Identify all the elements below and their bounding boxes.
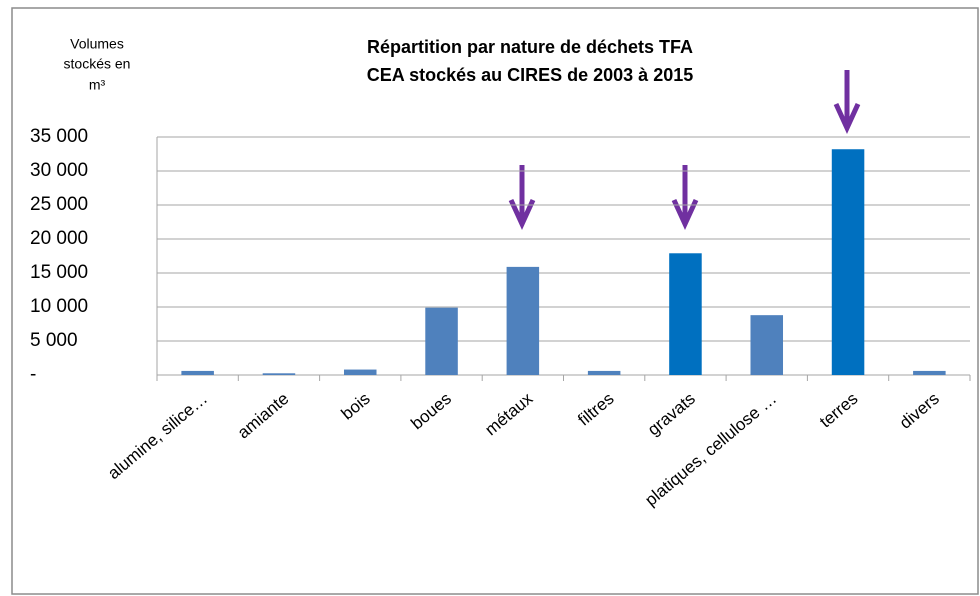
y-tick-label: 10 000	[30, 296, 88, 317]
bar	[750, 315, 784, 375]
bar	[506, 266, 540, 375]
bar	[181, 370, 214, 375]
y-tick-label: 15 000	[30, 262, 88, 283]
arrow	[508, 165, 536, 231]
bar	[343, 369, 377, 375]
y-tick-label: 30 000	[30, 160, 88, 181]
y-axis-label: m³	[89, 77, 106, 93]
chart-title: Répartition par nature de déchets TFA	[367, 37, 693, 57]
y-tick-label: 25 000	[30, 194, 88, 215]
arrow	[671, 165, 699, 231]
arrow	[833, 70, 861, 135]
bar	[587, 370, 621, 375]
arrows	[508, 70, 861, 231]
y-tick-label: 5 000	[30, 330, 78, 351]
bar	[669, 253, 702, 375]
y-tick-label: 35 000	[30, 126, 88, 147]
chart-frame	[11, 7, 979, 595]
y-axis-label: Volumes	[70, 36, 124, 52]
bar	[425, 307, 458, 375]
y-tick-label: 20 000	[30, 228, 88, 249]
bar	[913, 370, 946, 375]
bar	[262, 373, 296, 375]
y-axis-label: stockés en	[64, 56, 131, 72]
bar	[831, 149, 865, 375]
chart-title: CEA stockés au CIRES de 2003 à 2015	[367, 65, 694, 85]
y-tick-label: -	[30, 364, 36, 385]
